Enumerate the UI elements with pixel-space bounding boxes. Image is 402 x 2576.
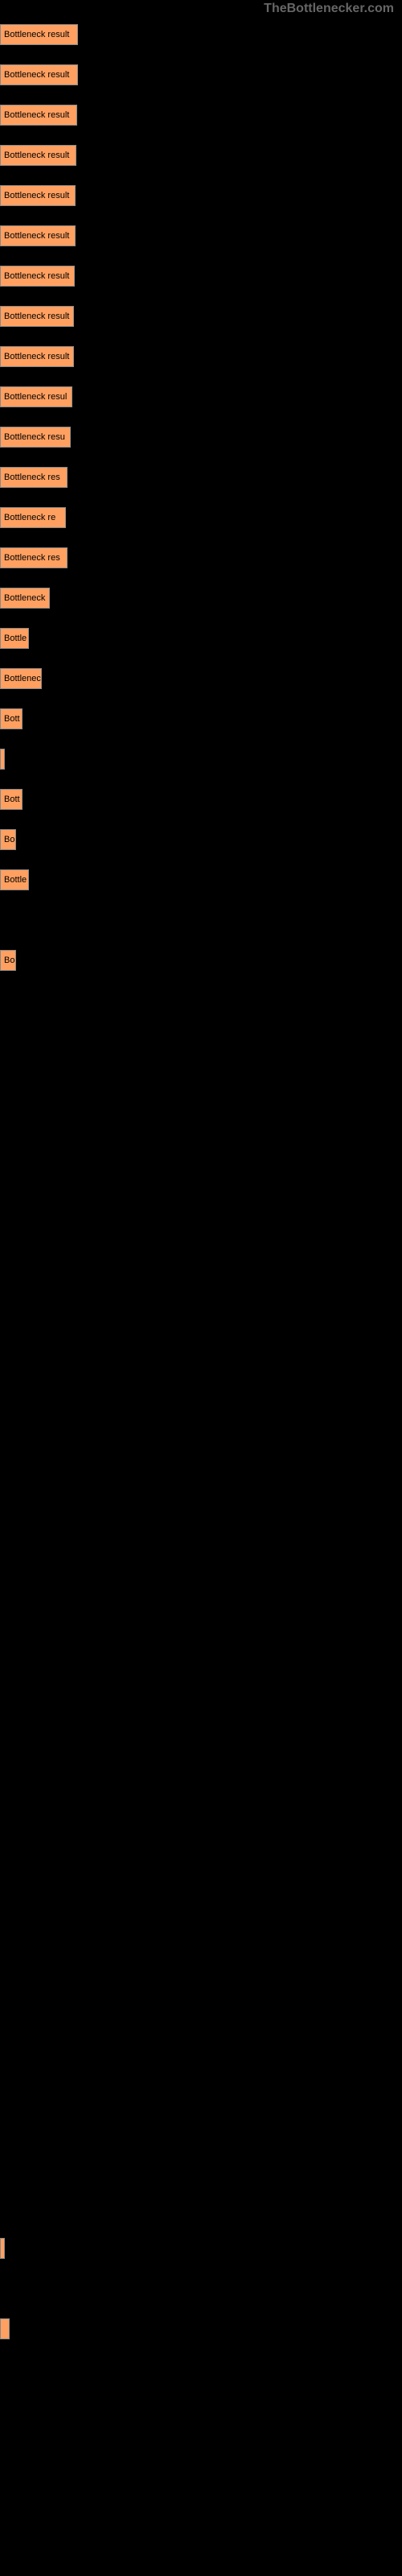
bar-row [0,2077,402,2098]
bar-row: Bottleneck re [0,507,402,528]
bar-row: Bottleneck result [0,145,402,166]
chart-bar: Bott [0,789,23,810]
bar-row [0,1594,402,1615]
chart-bar [0,2318,10,2339]
chart-bar: Bottleneck result [0,105,77,126]
chart-bar: Bo [0,829,16,850]
bar-row [0,1634,402,1655]
bar-row [0,749,402,770]
bar-row [0,1151,402,1172]
bar-row [0,1956,402,1977]
bar-row: Bottleneck resu [0,427,402,448]
chart-bar: Bottlenec [0,668,42,689]
bar-row [0,1674,402,1695]
bar-row: Bottleneck res [0,547,402,568]
bar-row [0,1393,402,1414]
chart-container: Bottleneck result Bottleneck result Bottle… [0,0,402,2568]
bar-row [0,1795,402,1816]
chart-bar: Bottleneck result [0,266,75,287]
bar-row [0,1554,402,1575]
bar-row [0,1916,402,1937]
bar-row: Bottleneck res [0,467,402,488]
bar-row: Bottle [0,869,402,890]
bar-row [0,1876,402,1897]
bar-row [0,2117,402,2138]
chart-bar: Bottleneck result [0,306,74,327]
chart-bar: Bottleneck result [0,225,76,246]
bar-row [0,2399,402,2420]
bar-row: Bottleneck result [0,346,402,367]
chart-bar: Bottleneck result [0,24,78,45]
bar-row: Bottleneck result [0,225,402,246]
bar-row [0,1433,402,1454]
chart-bar [0,2238,5,2259]
bar-row: Bottleneck result [0,185,402,206]
chart-bar: Bottle [0,628,29,649]
bar-row [0,1232,402,1253]
bar-row: Bottle [0,628,402,649]
bar-row: Bott [0,789,402,810]
bar-row [0,2278,402,2299]
bar-row [0,2520,402,2541]
bar-row [0,910,402,931]
bar-row: Bottleneck result [0,105,402,126]
chart-bar: Bottleneck [0,588,50,609]
chart-bar: Bottleneck re [0,507,66,528]
bar-row [0,2359,402,2380]
chart-bar: Bottleneck result [0,64,78,85]
bar-row: Bottlenec [0,668,402,689]
chart-bar: Bottleneck res [0,547,68,568]
bar-row [0,1272,402,1293]
chart-bar: Bottle [0,869,29,890]
bar-row [0,1715,402,1736]
bar-row: Bottleneck resul [0,386,402,407]
bar-row [0,2198,402,2219]
bar-row [0,2037,402,2058]
bar-row: Bo [0,829,402,850]
bar-row [0,1513,402,1534]
bar-row: Bottleneck result [0,266,402,287]
bar-row [0,990,402,1011]
bar-row: Bottleneck result [0,64,402,85]
chart-bar: Bottleneck resu [0,427,71,448]
bar-row: Bottleneck [0,588,402,609]
bar-row: Bottleneck result [0,24,402,45]
bar-row [0,1312,402,1333]
chart-bar: Bott [0,708,23,729]
bar-row [0,1352,402,1373]
chart-bar: Bottleneck result [0,145,76,166]
bar-row [0,2479,402,2500]
bar-row [0,2318,402,2339]
bar-row: Bottleneck result [0,306,402,327]
bar-row [0,1835,402,1856]
bar-row [0,1473,402,1494]
bar-row [0,2238,402,2259]
bar-row: Bott [0,708,402,729]
bar-row [0,1191,402,1212]
bar-row [0,2439,402,2460]
bar-row [0,1071,402,1092]
chart-bar: Bottleneck result [0,185,76,206]
watermark-text: TheBottlenecker.com [264,2,394,16]
bar-row [0,1030,402,1051]
chart-bar: Bottleneck resul [0,386,72,407]
bar-row [0,1111,402,1132]
chart-bar: Bottleneck result [0,346,74,367]
bar-row: Bo [0,950,402,971]
bar-row [0,1755,402,1776]
bar-row [0,2157,402,2178]
chart-bar: Bo [0,950,16,971]
bar-row [0,1996,402,2017]
chart-bar [0,749,5,770]
chart-bar: Bottleneck res [0,467,68,488]
